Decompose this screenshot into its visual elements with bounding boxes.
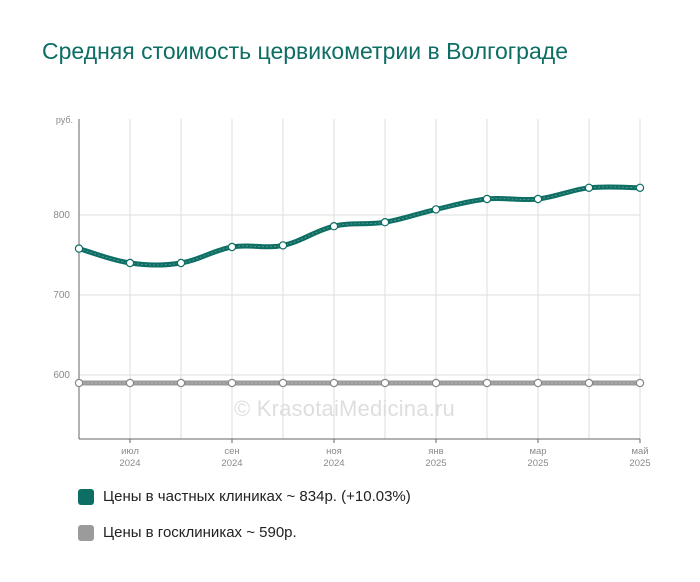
data-point-public <box>329 378 339 388</box>
x-tick-label-month: июл <box>121 446 139 457</box>
data-point-private <box>176 258 186 268</box>
x-tick-label-year: 2025 <box>527 458 548 469</box>
x-tick-label-month: ноя <box>326 446 342 457</box>
x-tick-label-year: 2025 <box>629 458 650 469</box>
data-point-public <box>227 378 237 388</box>
legend-swatch-private <box>78 488 94 505</box>
legend-label-public: Цены в госклиниках ~ 590р. <box>103 524 297 541</box>
data-point-private <box>482 194 492 204</box>
data-point-public <box>482 378 492 388</box>
data-point-private <box>125 258 135 268</box>
legend-item-private: Цены в частных клиниках ~ 834р. (+10.03%… <box>78 488 411 505</box>
data-point-private <box>635 183 645 192</box>
x-tick-label-year: 2025 <box>425 458 446 469</box>
data-point-public <box>635 378 645 388</box>
data-point-private <box>380 217 390 227</box>
data-point-public <box>278 378 288 388</box>
legend-item-public: Цены в госклиниках ~ 590р. <box>78 524 297 541</box>
data-point-public <box>584 378 594 388</box>
legend-label-private: Цены в частных клиниках ~ 834р. (+10.03%… <box>103 488 411 505</box>
data-point-public <box>431 378 441 388</box>
series-line-texture-private <box>78 186 641 266</box>
legend-swatch-public <box>78 524 94 541</box>
data-point-private <box>584 183 594 192</box>
series-line-private <box>76 184 643 268</box>
x-tick-label-year: 2024 <box>323 458 344 469</box>
data-point-public <box>125 378 135 388</box>
data-point-private <box>278 241 288 250</box>
data-point-public <box>176 378 186 388</box>
x-tick-label-month: янв <box>428 446 443 457</box>
data-point-private <box>227 242 237 252</box>
x-tick-label-year: 2024 <box>221 458 242 469</box>
watermark: © KrasotaiMedicina.ru <box>234 396 455 421</box>
data-point-public <box>380 378 390 388</box>
x-tick-label-month: мар <box>529 446 546 457</box>
data-point-public <box>74 378 84 388</box>
x-tick-label-year: 2024 <box>119 458 140 469</box>
y-tick-label: 800 <box>53 210 70 221</box>
y-unit-label: руб. <box>56 115 73 125</box>
data-point-private <box>533 194 543 204</box>
data-point-private <box>329 221 339 231</box>
x-tick-label-month: май <box>631 446 648 457</box>
data-point-private <box>431 205 441 214</box>
y-tick-label: 700 <box>53 290 70 301</box>
data-point-public <box>533 378 543 388</box>
chart-title: Средняя стоимость цервикометрии в Волгог… <box>42 38 568 64</box>
y-tick-label: 600 <box>53 370 70 381</box>
data-point-private <box>74 244 84 253</box>
x-tick-label-month: сен <box>224 446 239 457</box>
